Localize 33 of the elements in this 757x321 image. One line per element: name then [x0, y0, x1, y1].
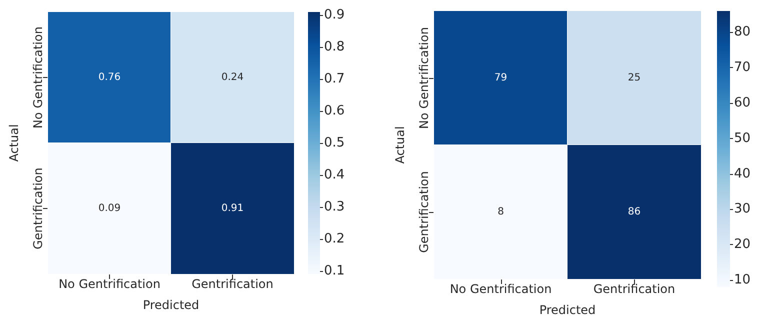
data-label: 25 — [628, 72, 641, 84]
color-bar-label: 0.6 — [324, 104, 345, 119]
color-bar-label: 0.9 — [324, 8, 345, 23]
data-label: 0.91 — [221, 203, 244, 214]
color-bar-label: 0.5 — [324, 136, 345, 150]
color-bar-label: 80 — [734, 24, 751, 40]
data-label: 0.24 — [221, 72, 244, 83]
color-bar-label: 0.2 — [324, 231, 345, 246]
x-axis-title: Predicted — [142, 298, 200, 312]
color-bar-label: 20 — [734, 237, 751, 252]
x-tick-label: Gentrification — [593, 282, 676, 296]
y-axis-title: Actual — [393, 126, 407, 164]
color-bar-label: 30 — [734, 202, 751, 217]
data-label: 8 — [498, 206, 504, 218]
x-axis-title: Predicted — [539, 303, 596, 317]
data-label: 0.09 — [98, 203, 121, 214]
x-tick-label: No Gentrification — [450, 282, 552, 296]
x-tick-label: No Gentrification — [58, 277, 160, 291]
data-label: 0.76 — [98, 72, 121, 83]
color-bar-label: 0.1 — [324, 263, 345, 278]
color-bar-label: 0.7 — [324, 72, 345, 87]
x-tick-label: Gentrification — [192, 277, 274, 291]
data-label: 86 — [628, 206, 641, 218]
data-label: 79 — [494, 72, 508, 84]
y-axis-title: Actual — [7, 124, 21, 162]
color-bar-label: 0.8 — [324, 40, 345, 55]
color-bar-label: 50 — [734, 130, 751, 146]
color-bar-label: 0.4 — [324, 167, 345, 182]
color-bar-label: 10 — [734, 272, 751, 288]
color-bar-label: 60 — [734, 96, 751, 110]
color-bar-label: 0.3 — [324, 199, 345, 214]
color-bar-label: 70 — [734, 60, 751, 76]
color-bar-label: 40 — [734, 166, 751, 182]
